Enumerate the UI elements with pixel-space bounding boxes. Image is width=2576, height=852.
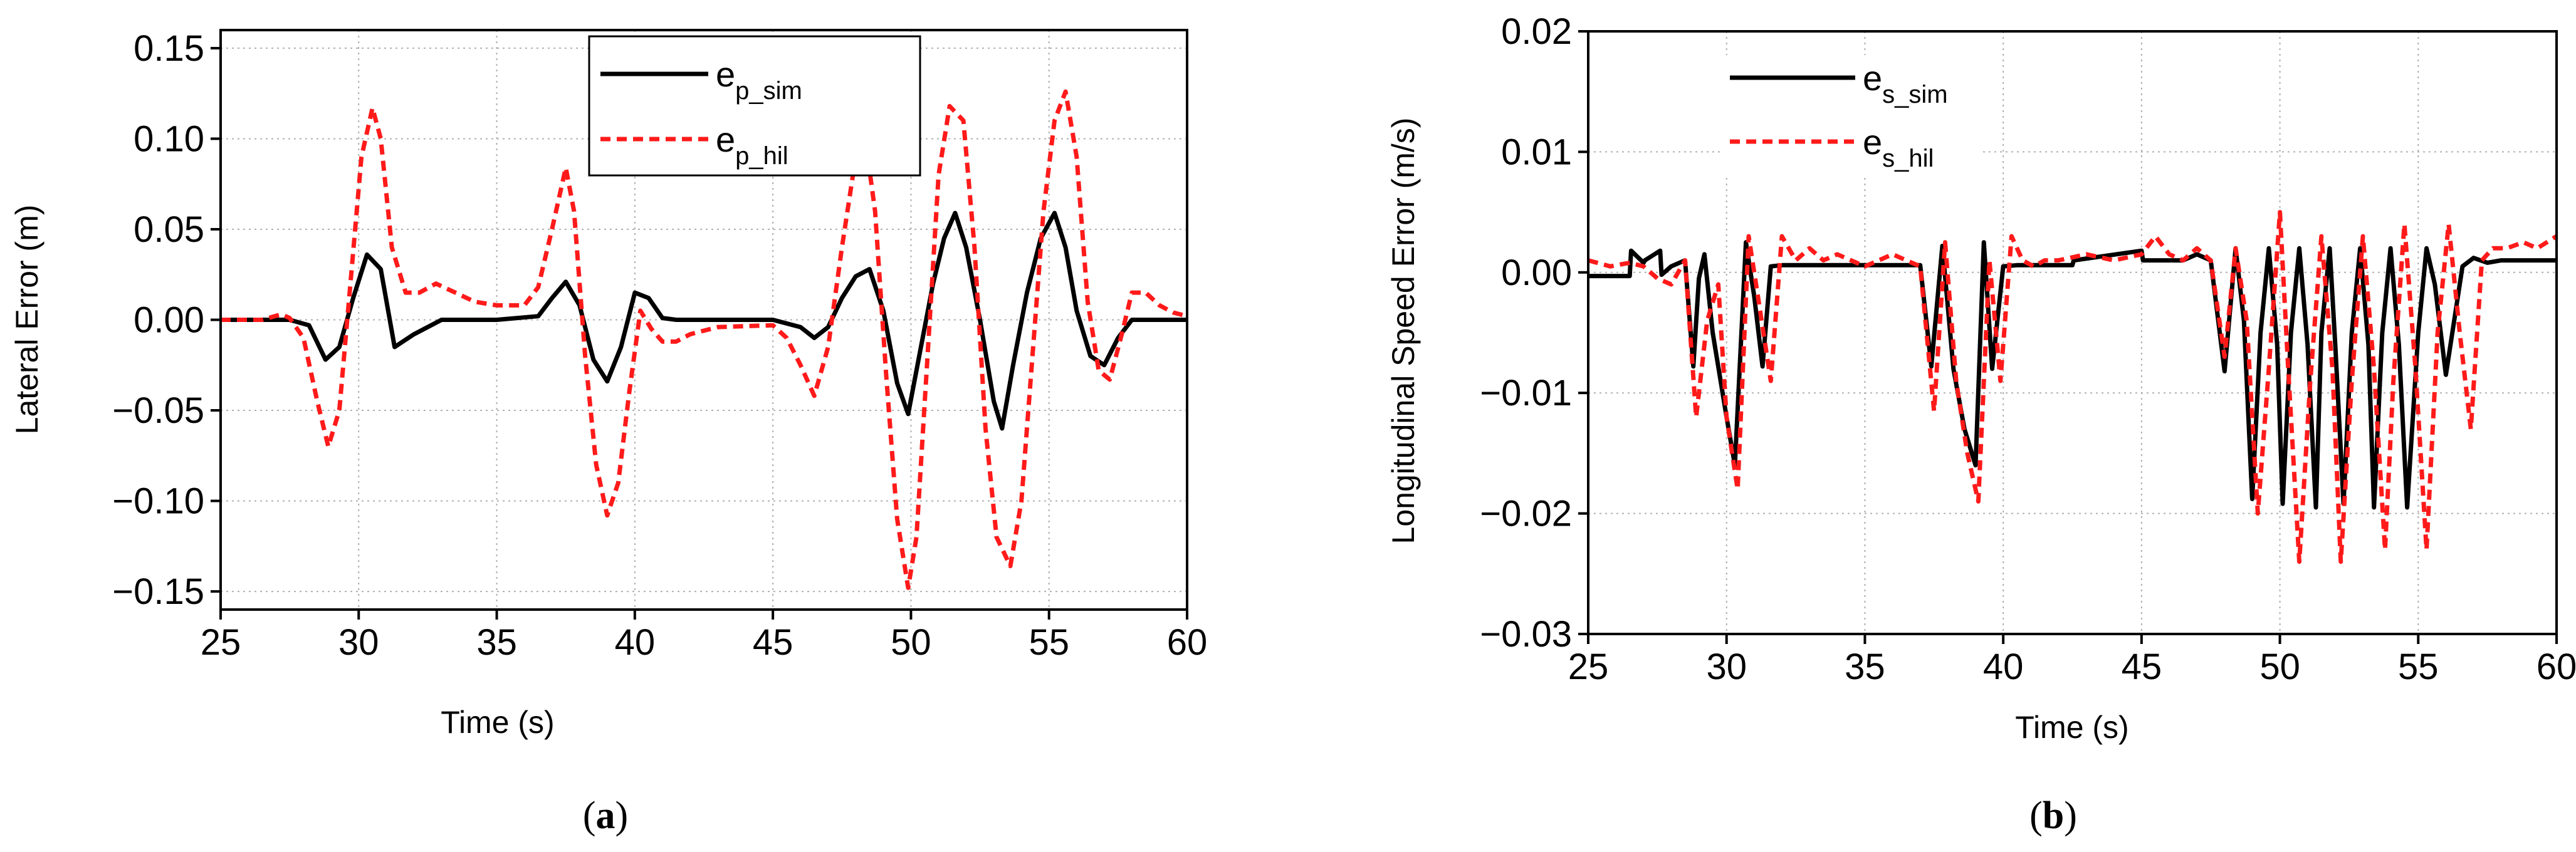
panel-b-y-tick-label-5: 0.02 — [1501, 11, 1572, 52]
panel-a-x-tick-label-4: 45 — [753, 622, 793, 663]
panel-a-y-tick-label-6: 0.15 — [134, 28, 204, 69]
panel-b-legend: es_sim es_hil — [1722, 55, 1981, 174]
panel-a-legend-box — [588, 35, 921, 177]
panel-b-y-axis-label: Longitudinal Speed Error (m/s) — [1386, 118, 1421, 544]
panel-a-legend-label-hil: ep_hil — [716, 120, 788, 170]
panel-b-y-tick-label-2: −0.01 — [1480, 373, 1572, 413]
panel-a-caption: (a) — [583, 794, 628, 837]
panel-b-series-s-hil — [1588, 210, 2558, 564]
panel-b-x-tick-label-2: 35 — [1845, 647, 1885, 687]
panel-a-legend-label-sim: ep_sim — [716, 55, 802, 105]
panel-a-x-tick-label-1: 30 — [338, 622, 379, 663]
panel-b-legend-label-sim: es_sim — [1863, 58, 1948, 108]
panel-a-y-tick-label-3: 0.00 — [134, 300, 204, 341]
panel-a-x-tick-label-5: 50 — [891, 622, 931, 663]
panel-b-ticks: 25 30 35 40 45 50 55 60 −0.03 −0.02 −0.01 0.00 0.01 0… — [1480, 11, 2576, 687]
panel-b-x-tick-label-7: 60 — [2537, 647, 2576, 687]
panel-a-y-tick-label-1: −0.10 — [112, 481, 204, 522]
panel-b-plot-frame — [1587, 30, 2558, 635]
panel-b-grid — [1588, 31, 2557, 634]
panel-b-y-tick-label-3: 0.00 — [1501, 252, 1572, 293]
panel-b-x-tick-label-6: 55 — [2398, 647, 2439, 687]
panel-a-y-tick-label-4: 0.05 — [134, 209, 204, 250]
panel-a: 25 30 35 40 45 50 55 60 −0.15 −0.10 −0.05 0.00 0.05 0… — [9, 28, 1207, 837]
panel-b-x-tick-label-4: 45 — [2122, 647, 2162, 687]
panel-b-legend-box — [1722, 55, 1981, 174]
panel-a-ticks: 25 30 35 40 45 50 55 60 −0.15 −0.10 −0.05 0.00 0.05 0… — [112, 28, 1207, 663]
panel-a-legend: ep_sim ep_hil — [588, 35, 921, 177]
panel-a-x-tick-label-7: 60 — [1167, 622, 1208, 663]
panel-a-x-tick-label-0: 25 — [201, 622, 241, 663]
panel-a-series-p-sim — [221, 210, 1187, 431]
panel-a-x-tick-label-2: 35 — [476, 622, 517, 663]
panel-a-y-tick-label-0: −0.15 — [112, 571, 204, 612]
panel-a-series — [221, 89, 1188, 590]
panel-b-x-tick-label-1: 30 — [1706, 647, 1747, 687]
panel-a-series-p-hil — [221, 89, 1188, 590]
panel-a-y-tick-label-2: −0.05 — [112, 390, 204, 431]
panel-a-y-tick-label-5: 0.10 — [134, 118, 204, 159]
panel-b-y-tick-label-0: −0.03 — [1480, 614, 1572, 655]
panel-a-x-tick-label-6: 55 — [1029, 622, 1069, 663]
panel-b-legend-label-hil: es_hil — [1863, 122, 1934, 172]
panel-b-series — [1588, 210, 2558, 564]
panel-b-x-axis-label: Time (s) — [2015, 710, 2128, 745]
panel-b-series-s-sim — [1588, 240, 2557, 510]
panel-b-x-tick-label-0: 25 — [1568, 647, 1609, 687]
panel-a-y-axis-label: Lateral Error (m) — [9, 205, 45, 435]
panel-b-x-tick-label-5: 50 — [2259, 647, 2300, 687]
panel-b-x-tick-label-3: 40 — [1983, 647, 2024, 687]
panel-b-y-tick-label-1: −0.02 — [1480, 494, 1572, 534]
panel-b-y-tick-label-4: 0.01 — [1501, 132, 1572, 172]
panel-b: 25 30 35 40 45 50 55 60 −0.03 −0.02 −0.01 0.00 0.01 0… — [1386, 11, 2576, 837]
panel-b-caption: (b) — [2029, 794, 2077, 837]
panel-a-x-axis-label: Time (s) — [441, 705, 554, 740]
panel-a-x-tick-label-3: 40 — [615, 622, 656, 663]
